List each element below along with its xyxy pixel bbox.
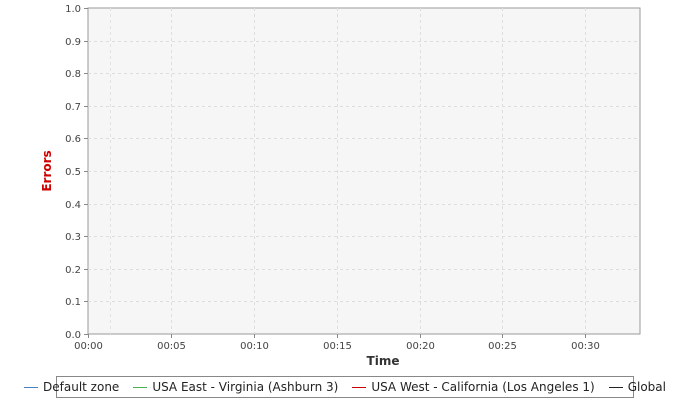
y-tick-label: 0.6 xyxy=(65,134,81,145)
legend-label: Global xyxy=(627,380,666,394)
legend-label: USA West - California (Los Angeles 1) xyxy=(371,380,595,394)
y-tick-label: 1.0 xyxy=(65,4,81,15)
y-tick-label: 0.0 xyxy=(65,330,81,341)
legend-item: Default zone xyxy=(24,380,119,394)
x-tick-label: 00:25 xyxy=(488,341,517,352)
legend-label: USA East - Virginia (Ashburn 3) xyxy=(152,380,339,394)
y-tick-label: 0.3 xyxy=(65,232,81,243)
legend-swatch xyxy=(24,386,39,388)
y-tick-label: 0.7 xyxy=(65,102,81,113)
y-tick-label: 0.4 xyxy=(65,200,81,211)
chart-svg: 0.0 0.1 0.2 0.3 0.4 0.5 0.6 0.7 0.8 0.9 1.0 00:00 00… xyxy=(40,4,641,368)
legend-item: USA West - California (Los Angeles 1) xyxy=(352,380,595,394)
x-tick-label: 00:05 xyxy=(157,341,186,352)
x-tick-label: 00:00 xyxy=(74,341,103,352)
chart-legend: Default zone USA East - Virginia (Ashburn… xyxy=(24,376,666,398)
legend-swatch xyxy=(608,386,623,388)
legend-item: Global xyxy=(608,380,666,394)
legend-item: USA East - Virginia (Ashburn 3) xyxy=(133,380,338,394)
y-axis-title: Errors xyxy=(40,150,54,191)
x-tick-label: 00:20 xyxy=(406,341,435,352)
x-tick-label: 00:15 xyxy=(323,341,352,352)
y-tick-label: 0.8 xyxy=(65,69,81,80)
y-tick-label: 0.9 xyxy=(65,37,81,48)
x-tick-label: 00:10 xyxy=(240,341,269,352)
x-axis-title: Time xyxy=(367,354,400,368)
x-tick-label: 00:30 xyxy=(571,341,600,352)
y-tick-label: 0.5 xyxy=(65,167,81,178)
legend-swatch xyxy=(133,386,148,388)
legend-swatch xyxy=(352,386,367,388)
legend-label: Default zone xyxy=(43,380,120,394)
y-tick-label: 0.2 xyxy=(65,265,81,276)
y-tick-label: 0.1 xyxy=(65,297,81,308)
